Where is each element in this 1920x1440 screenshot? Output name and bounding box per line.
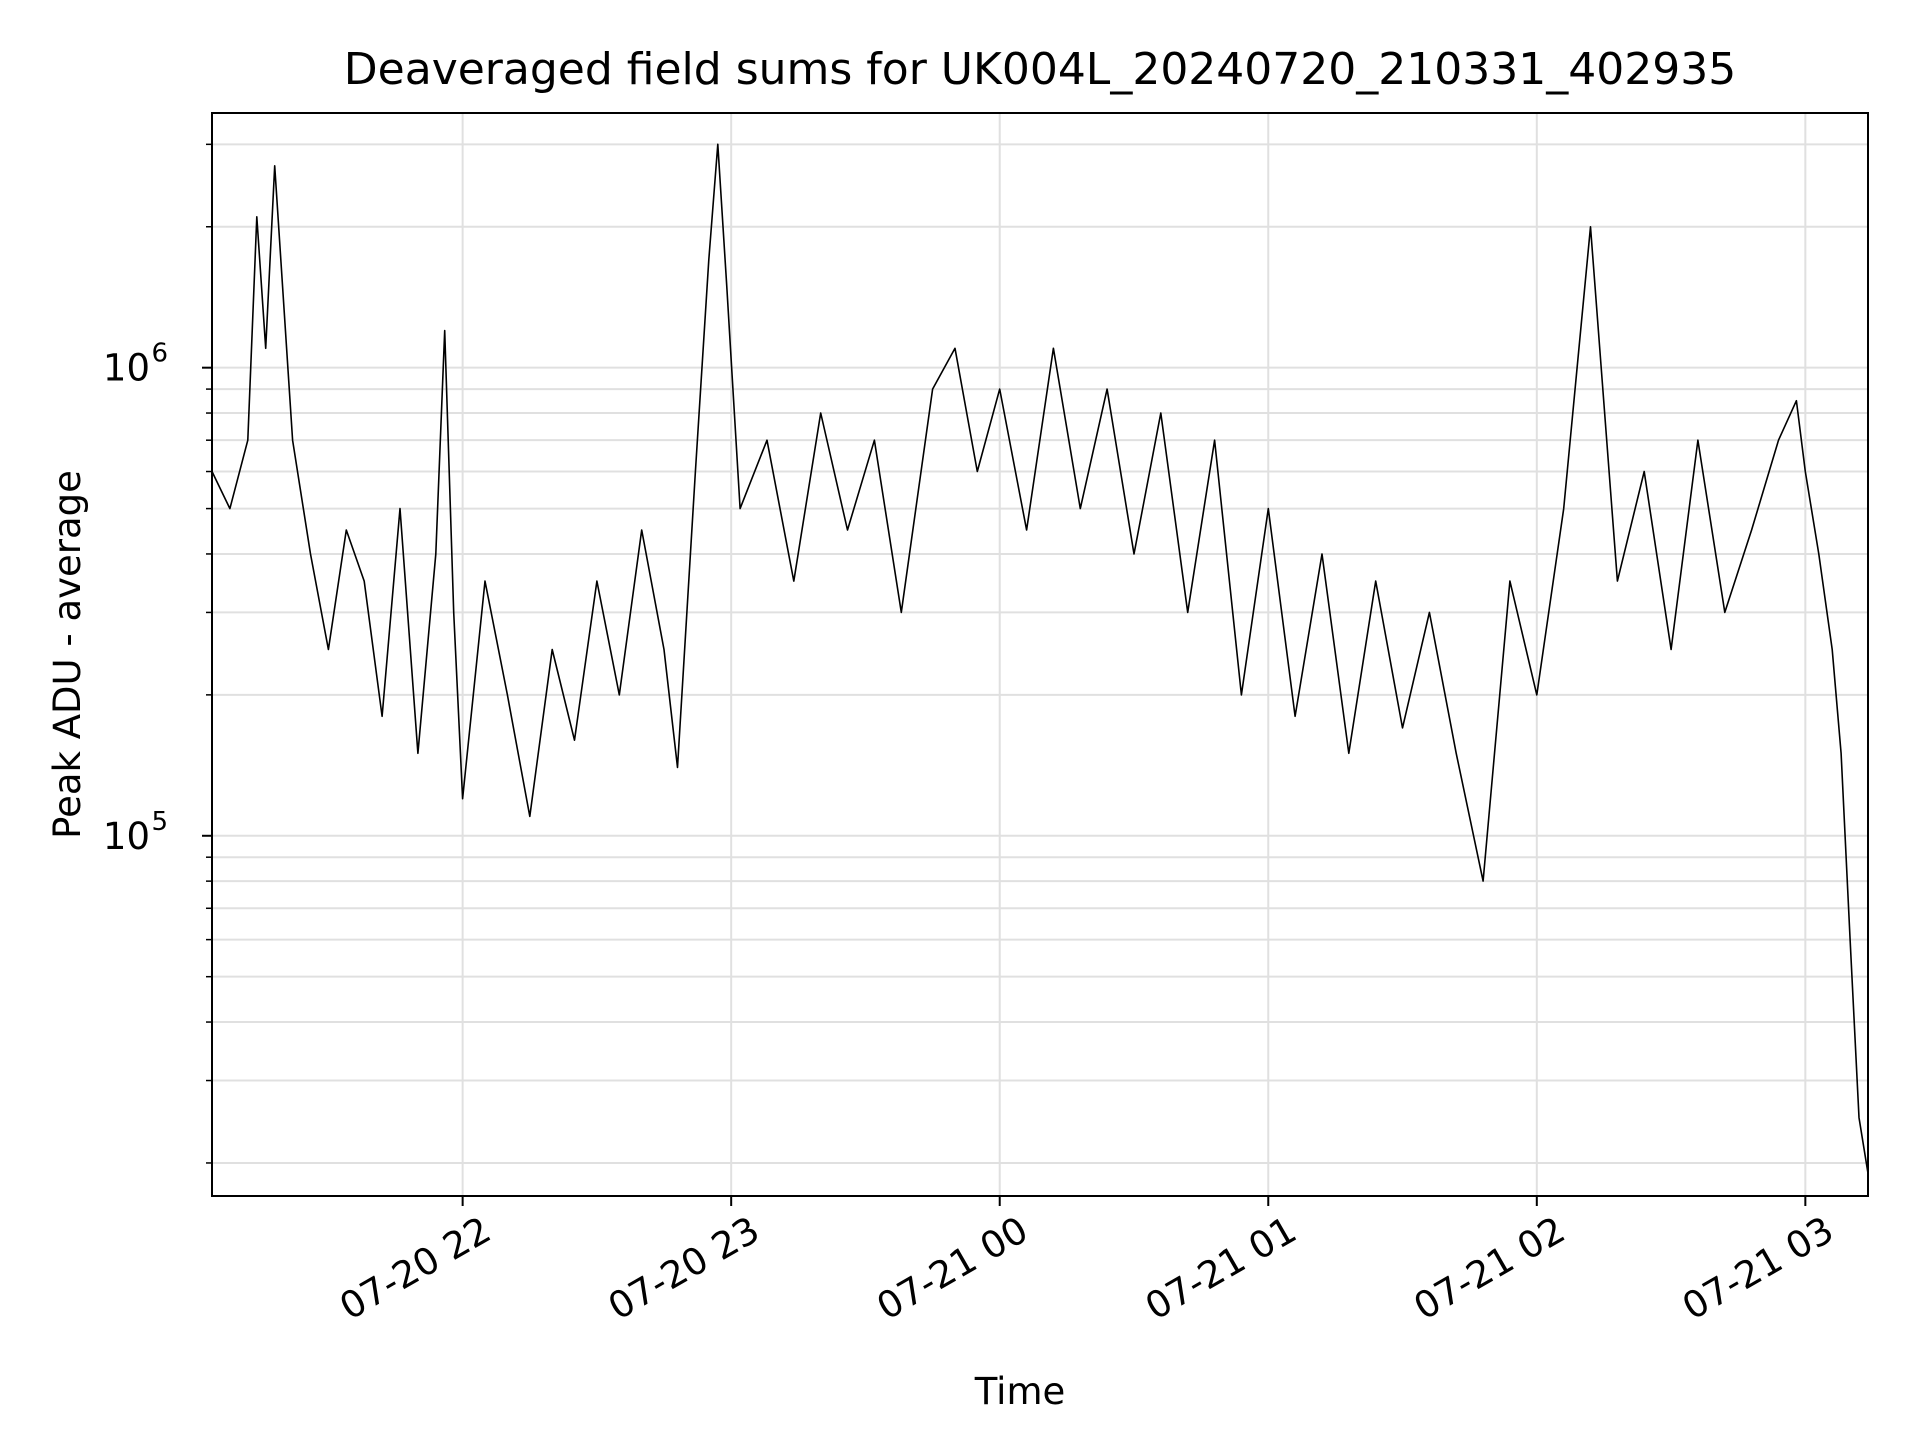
plot-frame: [211, 112, 1869, 1197]
x-axis-label: Time: [974, 1370, 1066, 1413]
y-tick-exponent: 6: [151, 339, 168, 369]
chart-title: Deaveraged field sums for UK004L_2024072…: [344, 44, 1736, 95]
y-tick-exponent: 5: [151, 807, 168, 837]
y-axis-label: Peak ADU - average: [46, 470, 89, 839]
y-tick-base: 10: [103, 815, 150, 858]
series-line: [211, 143, 1869, 1174]
y-tick-base: 10: [103, 347, 150, 390]
y-tick-label: 10: [103, 815, 150, 858]
grid-lines: [212, 113, 1868, 1196]
y-tick-label: 10: [103, 347, 150, 390]
data-series: [211, 143, 1869, 1174]
